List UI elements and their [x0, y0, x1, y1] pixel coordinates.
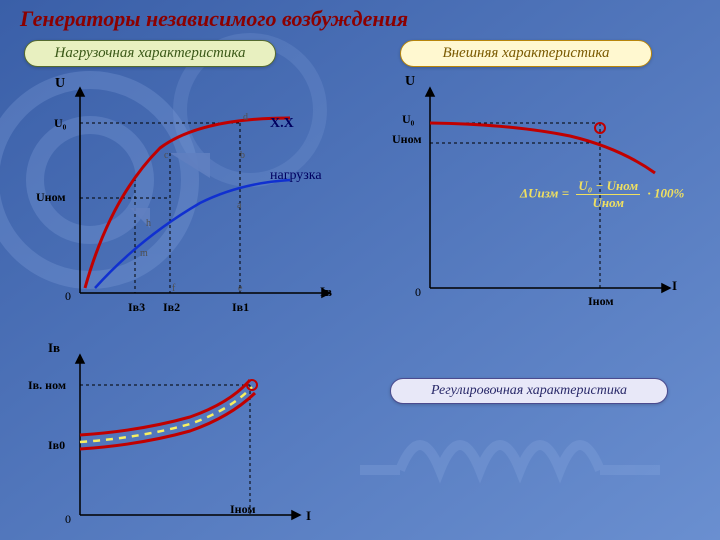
delta-u-formula: ΔUизм = U₀ − Uном Uном · 100% [520, 178, 684, 211]
svg-text:m: m [140, 248, 148, 259]
chart1-ylabel: U [55, 76, 65, 92]
regulation-characteristic-chart: 0 [40, 345, 340, 535]
chart2-inom: Iном [588, 294, 614, 309]
chart3-iv0: Iв0 [48, 438, 65, 453]
formula-tail: · 100% [647, 185, 684, 200]
svg-text:e: e [238, 283, 243, 294]
header-external: Внешняя характеристика [400, 40, 652, 67]
svg-text:0: 0 [65, 512, 71, 526]
header-load: Нагрузочная характеристика [24, 40, 276, 67]
chart3-ylabel: Iв [48, 340, 60, 356]
chart1-iv3: Iв3 [128, 300, 145, 315]
svg-text:0: 0 [65, 289, 71, 303]
chart1-u0: U₀ [54, 116, 66, 131]
svg-text:d: d [243, 112, 248, 123]
formula-num: U₀ − Uном [576, 178, 640, 195]
chart1-xx-label: X.X [270, 116, 294, 132]
chart1-unom: Uном [36, 190, 66, 205]
chart1-load-label: нагрузка [270, 168, 322, 184]
svg-text:a: a [237, 200, 242, 211]
chart2-ylabel: U [405, 74, 415, 90]
header-regulation: Регулировочная характеристика [390, 378, 668, 404]
svg-text:0: 0 [415, 285, 421, 299]
svg-text:c: c [164, 150, 169, 161]
chart3-ivnom: Iв. ном [28, 378, 66, 393]
chart3-inom: Iном [230, 502, 256, 517]
svg-text:b: b [240, 150, 245, 161]
chart2-u0: U₀ [402, 112, 414, 127]
chart2-xlabel: I [672, 278, 677, 294]
chart1-xlabel: Iв [320, 284, 332, 300]
formula-den: Uном [576, 195, 640, 211]
chart1-iv1: Iв1 [232, 300, 249, 315]
chart3-xlabel: I [306, 508, 311, 524]
formula-delta: ΔUизм [520, 185, 558, 200]
page-title: Генераторы независимого возбуждения [20, 6, 408, 32]
svg-text:h: h [146, 218, 151, 229]
load-characteristic-chart: 0 d b a c h m f e [40, 78, 360, 318]
chart1-iv2: Iв2 [163, 300, 180, 315]
chart2-unom: Uном [392, 132, 422, 147]
